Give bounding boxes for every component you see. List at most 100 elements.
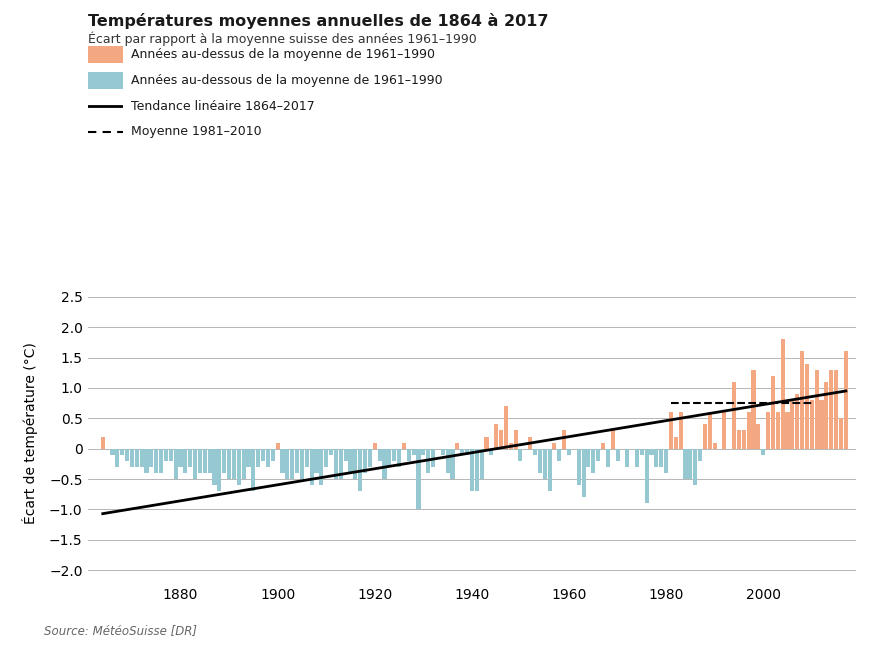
Bar <box>732 382 736 448</box>
Bar <box>513 430 518 448</box>
Bar <box>839 419 843 448</box>
Bar <box>587 448 590 467</box>
Bar <box>343 448 348 461</box>
Bar <box>776 412 780 448</box>
Bar <box>747 412 751 448</box>
Text: Années au-dessous de la moyenne de 1961–1990: Années au-dessous de la moyenne de 1961–… <box>131 74 442 87</box>
Bar <box>285 448 289 479</box>
Text: Écart par rapport à la moyenne suisse des années 1961–1990: Écart par rapport à la moyenne suisse de… <box>88 31 477 45</box>
Bar <box>616 448 620 461</box>
Bar <box>669 412 673 448</box>
Bar <box>484 437 489 448</box>
Bar <box>562 430 566 448</box>
Bar <box>261 448 265 461</box>
Bar <box>422 448 425 455</box>
Y-axis label: Écart de température (°C): Écart de température (°C) <box>22 342 38 525</box>
Bar <box>397 448 401 467</box>
Bar <box>217 448 221 491</box>
Bar <box>834 369 838 448</box>
Bar <box>659 448 663 467</box>
Bar <box>164 448 168 461</box>
Bar <box>178 448 183 467</box>
Bar <box>707 412 712 448</box>
Bar <box>377 448 382 461</box>
Bar <box>333 448 338 479</box>
Bar <box>649 448 654 455</box>
Bar <box>742 430 746 448</box>
Bar <box>810 400 814 448</box>
Bar <box>557 448 561 461</box>
Bar <box>183 448 187 473</box>
Bar <box>761 448 766 455</box>
Bar <box>796 394 799 448</box>
Bar <box>693 448 698 485</box>
Bar <box>688 448 692 479</box>
Bar <box>139 448 144 467</box>
Bar <box>635 448 639 467</box>
Bar <box>591 448 595 473</box>
Bar <box>198 448 202 473</box>
Bar <box>678 412 683 448</box>
Bar <box>800 351 804 448</box>
Bar <box>251 448 256 491</box>
Bar <box>324 448 328 467</box>
Text: Années au-dessus de la moyenne de 1961–1990: Années au-dessus de la moyenne de 1961–1… <box>131 48 435 61</box>
Bar <box>494 424 498 448</box>
Bar <box>664 448 669 473</box>
Bar <box>412 448 415 455</box>
Bar <box>101 437 105 448</box>
Bar <box>416 448 421 509</box>
Bar <box>300 448 304 479</box>
Bar <box>509 443 512 448</box>
Bar <box>465 448 469 455</box>
Bar <box>280 448 285 473</box>
Bar <box>174 448 177 479</box>
Bar <box>781 339 785 448</box>
Bar <box>304 448 309 467</box>
Bar <box>120 448 124 455</box>
Bar <box>441 448 445 455</box>
Bar <box>455 443 460 448</box>
Bar <box>310 448 314 485</box>
Bar <box>815 369 818 448</box>
Bar <box>490 448 493 455</box>
Bar <box>275 443 280 448</box>
Bar <box>610 430 615 448</box>
Bar <box>246 448 250 467</box>
Bar <box>407 448 411 461</box>
Bar <box>542 448 547 479</box>
Bar <box>713 443 717 448</box>
Bar <box>383 448 386 479</box>
Bar <box>625 448 630 467</box>
Bar <box>265 448 270 467</box>
Bar <box>654 448 659 467</box>
Bar <box>125 448 129 461</box>
Bar <box>766 412 770 448</box>
Bar <box>232 448 236 479</box>
Bar <box>135 448 138 467</box>
Bar <box>703 424 707 448</box>
Bar <box>819 400 824 448</box>
Bar <box>348 448 353 473</box>
Bar <box>596 448 601 461</box>
Bar <box>110 448 115 455</box>
Bar <box>159 448 163 473</box>
Bar <box>154 448 158 473</box>
Bar <box>519 448 522 461</box>
Bar <box>771 376 775 448</box>
Bar <box>426 448 430 473</box>
Bar <box>207 448 212 473</box>
Bar <box>645 448 649 503</box>
Bar <box>470 448 474 491</box>
Bar <box>339 448 343 479</box>
Bar <box>825 382 828 448</box>
Bar <box>242 448 246 479</box>
Bar <box>757 424 760 448</box>
Text: Source: MétéoSuisse [DR]: Source: MétéoSuisse [DR] <box>44 624 197 637</box>
Bar <box>581 448 586 498</box>
Bar <box>829 369 833 448</box>
Bar <box>499 430 503 448</box>
Bar <box>552 443 557 448</box>
Bar <box>684 448 688 479</box>
Bar <box>431 448 435 467</box>
